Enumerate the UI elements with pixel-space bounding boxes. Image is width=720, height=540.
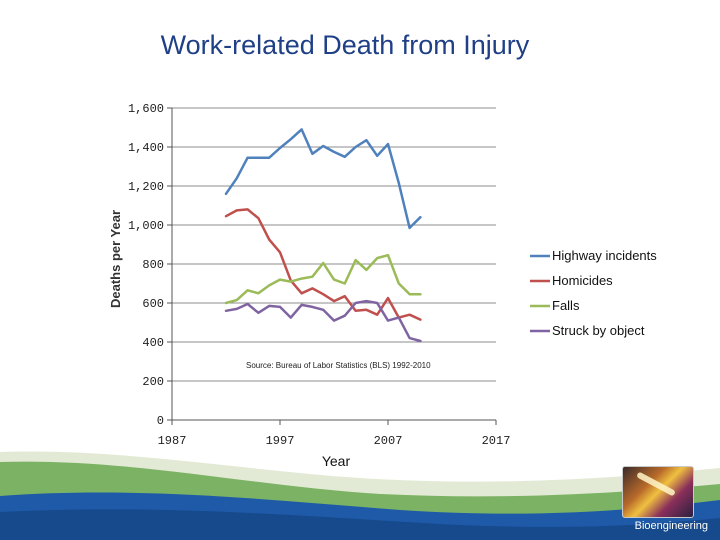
y-tick-label: 1,000 xyxy=(128,219,164,233)
legend-label: Struck by object xyxy=(552,323,645,338)
x-tick-label: 1997 xyxy=(266,434,295,448)
y-tick-label: 600 xyxy=(142,297,164,311)
x-tick-label: 2017 xyxy=(482,434,511,448)
footer-label: Bioengineering xyxy=(634,520,708,532)
series-layer xyxy=(224,128,422,343)
legend-label: Falls xyxy=(552,298,580,313)
y-tick-label: 800 xyxy=(142,258,164,272)
y-tick-label: 1,200 xyxy=(128,180,164,194)
bioengineering-logo xyxy=(622,466,694,518)
slide-title: Work-related Death from Injury xyxy=(160,30,530,60)
logo-streak xyxy=(636,471,676,497)
legend-layer: Highway incidents Homicides Falls Struck by… xyxy=(530,248,657,338)
y-tick-label: 200 xyxy=(142,375,164,389)
x-tick-label: 1987 xyxy=(158,434,187,448)
y-tick-label: 0 xyxy=(157,414,164,428)
series-line-highway-incidents xyxy=(224,128,422,230)
series-line-struck-by-object xyxy=(224,299,422,343)
legend-label: Homicides xyxy=(552,273,613,288)
y-tick-label: 1,400 xyxy=(128,141,164,155)
x-tick-label: 2007 xyxy=(374,434,403,448)
axis-layer: 0 200 400 600 800 1,000 1,200 1,400 1,600 1987 199… xyxy=(128,102,510,448)
series-line-homicides xyxy=(224,208,422,321)
y-tick-label: 1,600 xyxy=(128,102,164,116)
y-axis-title: Deaths per Year xyxy=(108,210,123,308)
y-tick-label: 400 xyxy=(142,336,164,350)
x-axis-title: Year xyxy=(322,453,351,469)
legend-label: Highway incidents xyxy=(552,248,657,263)
line-chart: 0 200 400 600 800 1,000 1,200 1,400 1,600 1987 199… xyxy=(108,102,657,469)
source-annotation: Source: Bureau of Labor Statistics (BLS)… xyxy=(246,361,431,370)
series-line-falls xyxy=(224,253,422,305)
